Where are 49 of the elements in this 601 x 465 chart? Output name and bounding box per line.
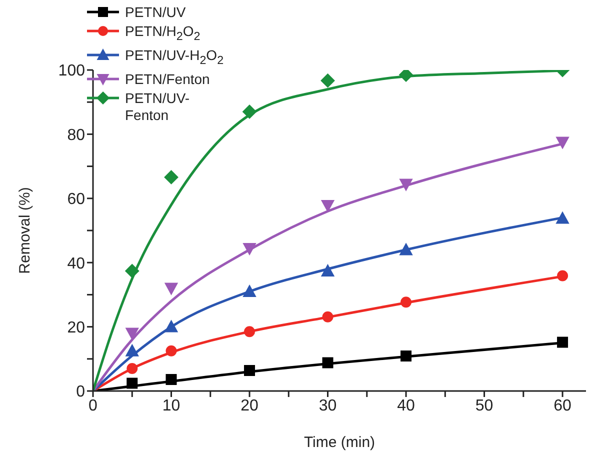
x-tick-label: 10 — [162, 397, 180, 414]
y-tick-label: 40 — [67, 255, 86, 272]
legend-label: PETN/UV-Fenton — [125, 90, 191, 124]
legend-label: PETN/UV — [125, 4, 187, 21]
point — [242, 104, 257, 119]
point — [399, 70, 414, 82]
y-tick-label: 20 — [67, 319, 86, 336]
point — [556, 212, 570, 224]
point — [166, 374, 177, 385]
x-tick-label: 0 — [88, 397, 98, 414]
x-tick-label: 40 — [397, 397, 416, 414]
point — [557, 336, 568, 348]
y-tick-label: 100 — [58, 62, 86, 80]
point — [320, 74, 335, 88]
x-tick-label: 20 — [240, 397, 259, 414]
point — [322, 357, 334, 368]
point — [164, 320, 178, 332]
point — [400, 178, 413, 191]
point — [321, 264, 334, 276]
legend-label: PETN/UV-H$_{2}$O$_{2}$ — [125, 46, 225, 69]
point — [126, 363, 138, 374]
point — [557, 270, 568, 282]
point — [322, 311, 334, 322]
point — [321, 200, 334, 212]
point — [126, 378, 138, 389]
y-axis-title: Removal (%) — [16, 187, 34, 274]
point — [166, 345, 177, 356]
legend-label: PETN/Fenton — [125, 70, 211, 88]
y-tick-label: 0 — [76, 384, 86, 401]
point — [126, 328, 139, 340]
point — [400, 296, 412, 308]
x-tick-label: 60 — [554, 397, 572, 414]
point — [125, 264, 140, 278]
point — [126, 344, 139, 356]
point — [243, 242, 256, 255]
x-tick-label: 30 — [318, 397, 337, 414]
point — [556, 136, 570, 149]
point — [244, 364, 256, 376]
point — [164, 282, 178, 295]
x-tick-label: 50 — [475, 397, 494, 414]
point — [400, 350, 412, 362]
point — [164, 170, 178, 184]
legend-label: PETN/H$_{2}$O$_{2}$ — [125, 23, 202, 45]
point — [400, 243, 413, 256]
x-axis-title: Time (min) — [304, 434, 376, 451]
y-tick-label: 60 — [67, 191, 86, 208]
y-tick-label: 80 — [67, 126, 86, 144]
point — [243, 284, 256, 297]
point — [244, 326, 256, 338]
